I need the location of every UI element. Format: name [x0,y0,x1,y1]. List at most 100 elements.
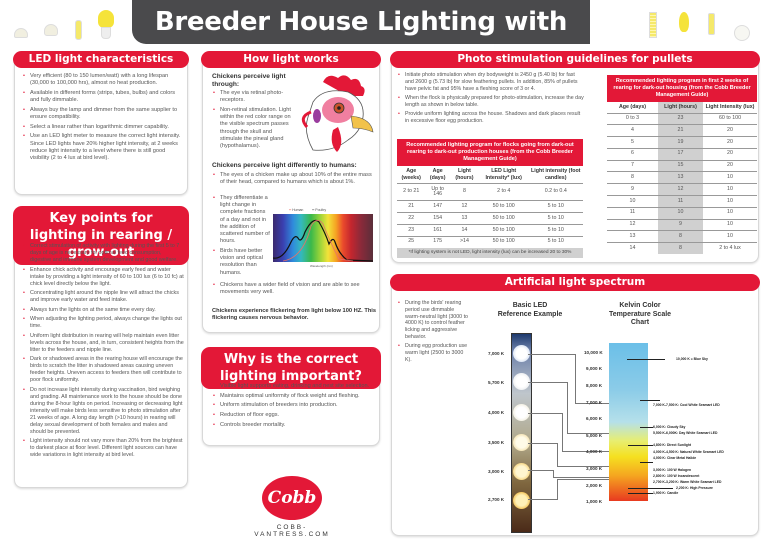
table-row: 23 161 14 50 to 100 5 to 10 [397,223,583,237]
list-item: Very efficient (80 to 150 lumen/watt) wi… [22,73,182,87]
perceive-list: The eye via retinal photo-receptors. Non… [212,90,292,153]
list-item: When the flock is physically prepared fo… [397,95,585,109]
list-item: Provide uniform lighting across the hous… [397,111,585,125]
list-item: Available in different forms (strips, tu… [22,90,182,104]
kelvin-label: 2,800 K: 100 W Incandescent [653,474,700,478]
kelvin-tick: 2,000 K [586,483,603,488]
table-row: 22 154 13 50 to 100 5 to 10 [397,212,583,225]
perceive-title: Chickens perceive light through: [212,73,286,88]
artificial-spectrum-header: Artificial light spectrum [390,274,760,291]
bulb-base-icon [101,27,111,39]
bulb-icon [75,20,82,40]
kelvin-tick: 8,000 K [586,383,603,388]
kelvin-tick: 4,000 K [586,449,603,454]
led-value: 3,500 K [488,440,505,445]
list-item: Light intensity should not vary more tha… [22,438,184,459]
kelvin-label: 1,900 K: Candle [653,491,679,495]
kelvin-tick: 6,000 K [586,416,603,421]
flicker-note: Chickens experience flickering from ligh… [212,308,377,321]
artificial-spectrum-list: During the birds' rearing period use dim… [397,300,469,366]
website-link[interactable]: COBB-VANTRESS.COM [254,524,330,538]
list-item: Dark or shadowed areas in the rearing ho… [22,356,184,384]
led-value: 4,000 K [488,410,505,415]
table-row: 0 to 3 23 60 to 100 [607,112,757,125]
list-item: Select a linear rather than logarithmic … [22,124,182,131]
cobb-logo[interactable]: Cobb [262,476,322,520]
list-item: Initiate photo stimulation when dry body… [397,72,585,92]
kelvin-label: 4,000 K-4,500 K: Natural White Seamart L… [653,450,724,454]
table-row: 10 11 10 [607,194,757,208]
led-reference-title: Basic LED Reference Example [497,302,563,318]
led-dot [513,373,530,390]
table-row: 13 8 10 [607,230,757,243]
table-row: 2 to 21 Up to 146 8 2 to 4 0.2 to 0.4 [397,182,583,201]
chart-xlabel: Wavelength (nm) [310,264,333,268]
bulb-icon [14,28,28,38]
list-item: Correct stimulation of activity with lig… [22,243,184,264]
led-dot [513,404,530,421]
table-row: 21 147 12 50 to 100 5 to 10 [397,200,583,213]
differently-list-top: The eyes of a chicken make up about 10% … [212,172,377,189]
table-row: 12 9 10 [607,218,757,231]
kelvin-scale-bar [609,343,648,501]
list-item: Uniform light distribution in rearing wi… [22,333,184,354]
why-important-header: Why is the correct lighting important? [201,347,381,389]
kelvin-label: 2,700 K-3,200 K: Warm White Seamart LED [653,480,722,484]
list-item: During egg production use warm light (25… [397,343,469,363]
list-item: The eyes of a chicken make up about 10% … [212,172,377,186]
kelvin-tick: 10,000 K [584,350,603,355]
list-item: Maintains optimal uniformity of flock we… [212,393,377,400]
led-characteristics-header: LED light characteristics [13,51,189,68]
bulb-icon [44,24,58,36]
kelvin-label: 5,500 K-6,000K: Day White Seamart LED [653,431,718,435]
chicken-head-illustration [301,75,374,152]
led-dot [513,345,530,362]
kelvin-label: 3,000 K: 100 W Halogen [653,468,692,472]
kelvin-label: 10,000 K = Blue Sky [676,357,708,361]
list-item: Reduction of floor eggs. [212,412,377,419]
list-item: When adjusting the lighting period, alwa… [22,316,184,330]
lighting-program-table-first-2-weeks: Recommended lighting program in first 2 … [607,75,757,254]
differently-list-bottom: Chickens have a wider field of vision an… [212,282,377,299]
led-value: 3,000 K [488,469,505,474]
spectral-sensitivity-chart: ━ Human ━ Poultry Wavelength (nm) [265,208,375,270]
why-important-list: Visible light supports eating, drinking … [212,383,377,432]
kelvin-chart-title: Kelvin Color Temperature Scale Chart [608,302,672,326]
list-item: Visible light supports eating, drinking … [212,383,377,390]
kelvin-tick: 3,000 K [586,466,603,471]
bulb-icon [708,13,715,35]
kelvin-tick: 7,000 K [586,400,603,405]
led-dot [513,492,530,509]
led-strip-icon [649,12,657,38]
led-disc-icon [734,25,750,41]
kelvin-label: 6,000 K: Cloudy Sky [653,425,686,429]
photo-stimulation-list: Initiate photo stimulation when dry body… [397,72,585,127]
led-characteristics-list: Very efficient (80 to 150 lumen/watt) wi… [22,73,182,165]
kelvin-label: 7,000 K-7,500 K: Cool White Seamart LED [653,403,720,407]
list-item: Enhance chick activity and encourage ear… [22,267,184,288]
differently-title: Chickens perceive light differently to h… [212,162,357,169]
key-points-list: Correct stimulation of activity with lig… [22,243,184,462]
table-row: 8 13 10 [607,171,757,184]
led-dot [513,434,530,451]
led-value: 2,700 K [488,497,505,502]
list-item: Chickens have a wider field of vision an… [212,282,377,296]
photo-stimulation-header: Photo stimulation guidelines for pullets [390,51,760,68]
table-row: 6 17 20 [607,147,757,161]
table-footnote: *If lighting system is not LED, light in… [397,247,583,258]
table-row: 5 19 20 [607,136,757,149]
list-item: Uniform stimulation of breeders into pro… [212,402,377,409]
kelvin-label: 4,800 K: Direct Sunlight [653,443,692,447]
table-row: 4 21 20 [607,124,757,137]
list-item: Do not increase light intensity during v… [22,387,184,436]
list-item: Use an LED light meter to measure the co… [22,133,182,162]
table-caption: Recommended lighting program in first 2 … [607,75,757,102]
led-dot [513,463,530,480]
led-value: 5,700 K [488,380,505,385]
list-item: Birds have better vision and optical res… [212,248,270,277]
kelvin-label: 2,200 K: High Pressure [676,486,713,490]
list-item: Non-retinal stimulation. Light within th… [212,107,292,150]
table-row: 11 10 10 [607,206,757,220]
candle-bulb-icon [679,12,689,32]
kelvin-tick: 5,000 K [586,433,603,438]
